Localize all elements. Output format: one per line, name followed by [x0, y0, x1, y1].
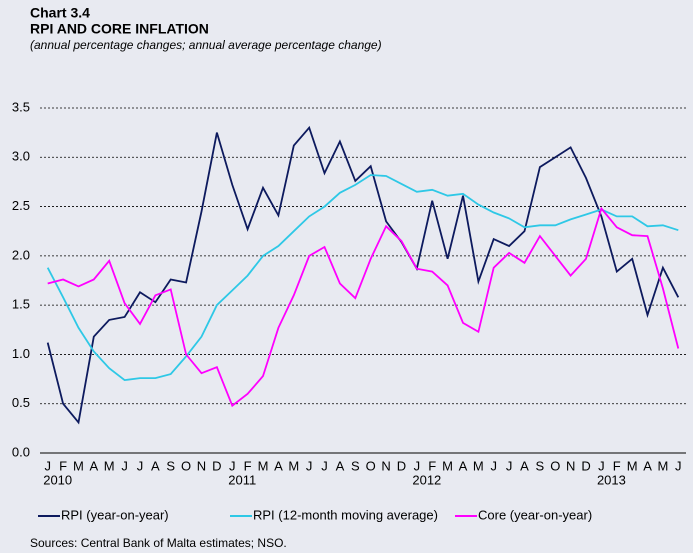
x-tick-label: A [459, 458, 468, 473]
x-tick-label: F [428, 458, 436, 473]
chart-title: RPI AND CORE INFLATION [30, 21, 209, 37]
y-tick-label: 0.0 [12, 444, 30, 459]
y-tick-label: 3.0 [12, 149, 30, 164]
x-tick-label: J [229, 458, 236, 473]
x-tick-label: J [321, 458, 328, 473]
x-tick-label: J [675, 458, 682, 473]
x-tick-label: F [613, 458, 621, 473]
x-tick-label: M [288, 458, 299, 473]
x-tick-label: O [181, 458, 191, 473]
x-tick-label: J [490, 458, 497, 473]
y-tick-label: 3.5 [12, 99, 30, 114]
x-tick-label: O [550, 458, 560, 473]
x-tick-label: F [59, 458, 67, 473]
x-tick-label: J [121, 458, 128, 473]
chart-subtitle: (annual percentage changes; annual avera… [30, 38, 382, 52]
x-tick-label: A [274, 458, 283, 473]
x-tick-label: J [44, 458, 51, 473]
legend-label: Core (year-on-year) [478, 507, 592, 522]
x-tick-label: N [381, 458, 390, 473]
x-tick-label: M [73, 458, 84, 473]
x-tick-label: A [643, 458, 652, 473]
x-tick-label: D [397, 458, 406, 473]
x-tick-label: F [244, 458, 252, 473]
legend-label: RPI (12-month moving average) [253, 507, 438, 522]
x-tick-label: M [442, 458, 453, 473]
y-tick-label: 2.5 [12, 198, 30, 213]
x-tick-label: N [566, 458, 575, 473]
y-tick-label: 1.5 [12, 297, 30, 312]
year-label: 2012 [412, 472, 441, 487]
x-tick-label: M [104, 458, 115, 473]
x-tick-label: J [414, 458, 421, 473]
x-tick-label: A [520, 458, 529, 473]
y-tick-label: 2.0 [12, 247, 30, 262]
x-tick-label: J [598, 458, 605, 473]
y-tick-label: 0.5 [12, 395, 30, 410]
x-tick-label: A [89, 458, 98, 473]
year-label: 2013 [597, 472, 626, 487]
x-tick-label: M [658, 458, 669, 473]
x-tick-label: J [306, 458, 313, 473]
x-tick-label: M [627, 458, 638, 473]
y-tick-label: 1.0 [12, 346, 30, 361]
source: Sources: Central Bank of Malta estimates… [30, 536, 287, 550]
x-tick-label: D [581, 458, 590, 473]
x-tick-label: N [197, 458, 206, 473]
year-label: 2011 [228, 472, 256, 487]
x-tick-label: D [212, 458, 221, 473]
year-label: 2010 [43, 472, 72, 487]
x-tick-label: A [151, 458, 160, 473]
chart-label: Chart 3.4 [30, 5, 90, 21]
x-tick-label: M [473, 458, 484, 473]
legend-label: RPI (year-on-year) [61, 507, 169, 522]
x-tick-label: S [351, 458, 360, 473]
series-line [47, 206, 680, 408]
series-line [46, 174, 679, 382]
x-tick-label: S [536, 458, 545, 473]
x-tick-label: O [366, 458, 376, 473]
x-tick-label: J [506, 458, 513, 473]
x-tick-label: S [166, 458, 175, 473]
x-tick-label: J [137, 458, 144, 473]
x-tick-label: A [336, 458, 345, 473]
x-tick-label: M [258, 458, 269, 473]
